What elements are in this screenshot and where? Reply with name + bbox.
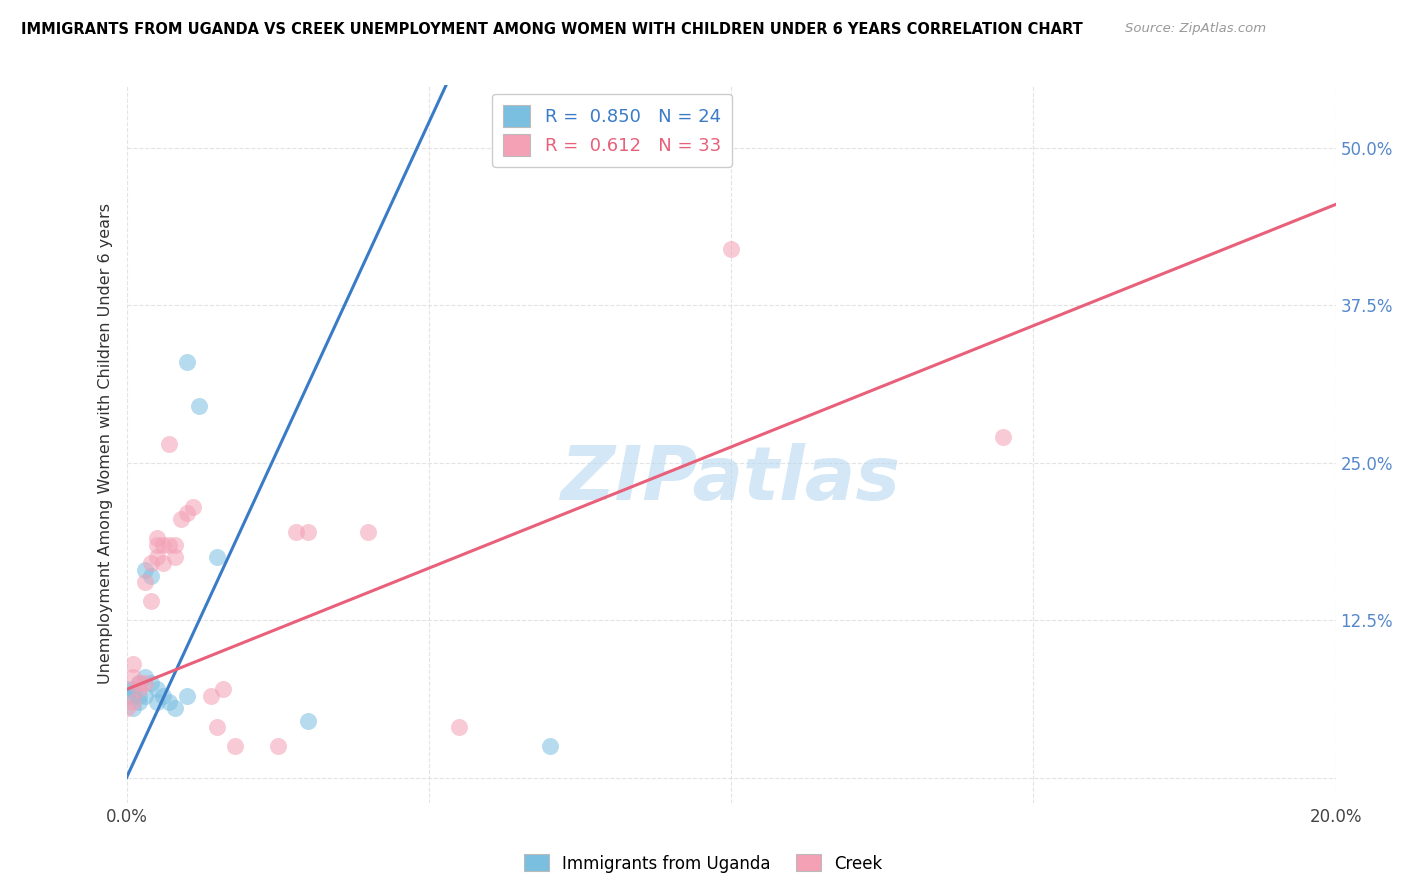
Point <box>146 537 169 551</box>
Point <box>121 670 143 684</box>
Point <box>115 689 138 703</box>
Point <box>146 682 169 697</box>
Y-axis label: Unemployment Among Women with Children Under 6 years: Unemployment Among Women with Children U… <box>97 203 112 684</box>
Point <box>157 537 180 551</box>
Point <box>128 676 150 690</box>
Text: Source: ZipAtlas.com: Source: ZipAtlas.com <box>1125 22 1265 36</box>
Point <box>146 531 169 545</box>
Point <box>139 594 162 608</box>
Point <box>128 689 150 703</box>
Point <box>267 739 290 753</box>
Point <box>205 550 228 565</box>
Point <box>176 689 198 703</box>
Point <box>121 657 143 672</box>
Point <box>134 676 156 690</box>
Point <box>993 430 1015 444</box>
Text: IMMIGRANTS FROM UGANDA VS CREEK UNEMPLOYMENT AMONG WOMEN WITH CHILDREN UNDER 6 Y: IMMIGRANTS FROM UGANDA VS CREEK UNEMPLOY… <box>21 22 1083 37</box>
Point <box>146 695 169 709</box>
Point <box>447 720 470 734</box>
Point <box>152 537 174 551</box>
Point <box>200 689 222 703</box>
Legend: Immigrants from Uganda, Creek: Immigrants from Uganda, Creek <box>517 847 889 880</box>
Point <box>139 676 162 690</box>
Point <box>297 714 319 728</box>
Point <box>152 557 174 571</box>
Point <box>128 682 150 697</box>
Point <box>128 695 150 709</box>
Point <box>188 399 211 413</box>
Point <box>121 689 143 703</box>
Point <box>128 676 150 690</box>
Point <box>297 524 319 539</box>
Point <box>121 682 143 697</box>
Point <box>176 355 198 369</box>
Point <box>139 569 162 583</box>
Point <box>121 695 143 709</box>
Point <box>139 557 162 571</box>
Point <box>212 682 235 697</box>
Point <box>538 739 561 753</box>
Point <box>720 242 742 256</box>
Point <box>163 550 186 565</box>
Point <box>146 550 169 565</box>
Point <box>134 575 156 590</box>
Point <box>224 739 246 753</box>
Point <box>176 506 198 520</box>
Legend: R =  0.850   N = 24, R =  0.612   N = 33: R = 0.850 N = 24, R = 0.612 N = 33 <box>492 94 731 167</box>
Point <box>115 682 138 697</box>
Point <box>163 537 186 551</box>
Text: ZIPatlas: ZIPatlas <box>561 443 901 516</box>
Point <box>115 701 138 715</box>
Point <box>152 689 174 703</box>
Point <box>134 563 156 577</box>
Point <box>163 701 186 715</box>
Point <box>284 524 307 539</box>
Point <box>157 695 180 709</box>
Point <box>357 524 380 539</box>
Point <box>157 437 180 451</box>
Point <box>134 670 156 684</box>
Point <box>205 720 228 734</box>
Point <box>170 512 193 526</box>
Point <box>181 500 204 514</box>
Point <box>121 701 143 715</box>
Point <box>134 689 156 703</box>
